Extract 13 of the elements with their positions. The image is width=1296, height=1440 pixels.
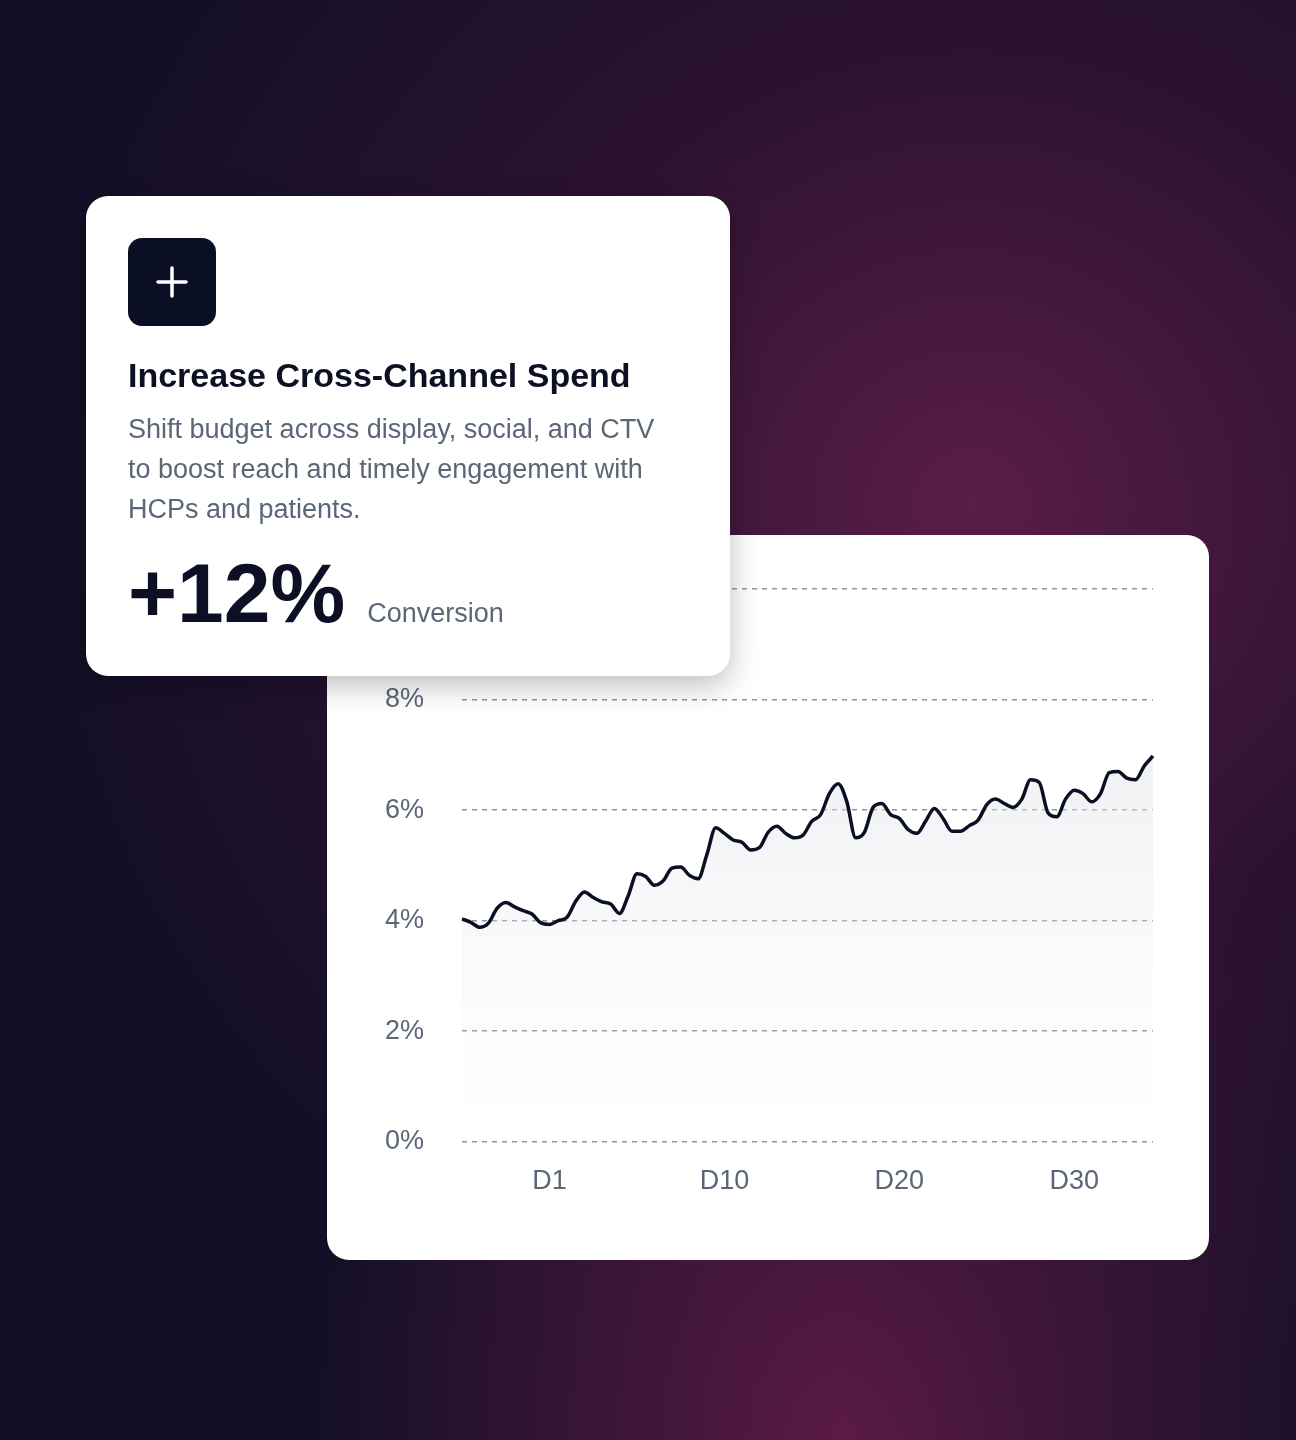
y-tick-label: 8% — [384, 683, 425, 714]
y-tick-label: 2% — [384, 1014, 425, 1045]
x-tick-label: D10 — [699, 1165, 750, 1196]
text: Shift budget across display, social, and CTV to boost reach and timely engagement with HCPs and patients. — [128, 413, 656, 526]
text: +12% — [128, 546, 346, 640]
y-tick-label: 4% — [384, 904, 425, 935]
y-tick-label: 0% — [384, 1125, 425, 1156]
x-tick-label: D20 — [874, 1165, 925, 1196]
x-tick-label: D30 — [1049, 1165, 1100, 1196]
annotation: Conversion — [367, 598, 504, 629]
y-tick-label: 6% — [384, 793, 425, 824]
x-tick-label: D1 — [532, 1165, 567, 1196]
text: Increase Cross-Channel Spend — [128, 356, 632, 395]
